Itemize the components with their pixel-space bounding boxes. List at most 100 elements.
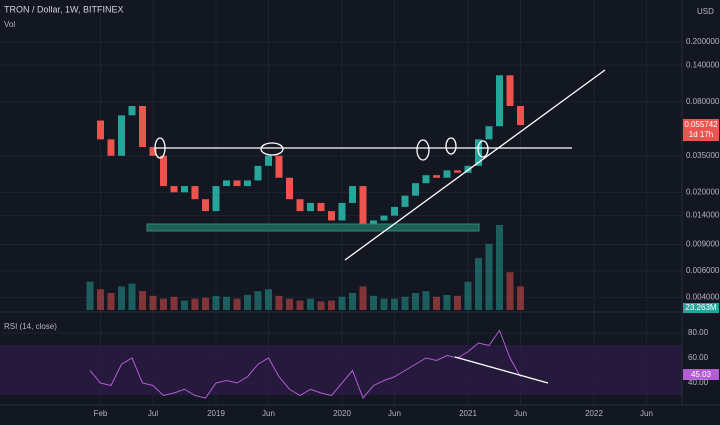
- volume-bar: [86, 281, 94, 310]
- candle: [160, 155, 167, 187]
- volume-bar: [485, 243, 493, 310]
- volume-bar: [149, 295, 157, 310]
- rsi-tag: [683, 369, 719, 380]
- rsi-trend-line: [454, 356, 549, 384]
- volume-bar: [97, 289, 104, 310]
- volume-bar: [517, 286, 524, 310]
- currency: USD: [697, 7, 714, 16]
- candle: [212, 186, 220, 212]
- volume-bar: [475, 258, 482, 310]
- volume-bar: [233, 298, 241, 310]
- volume-bar: [212, 295, 220, 310]
- volume-bar: [380, 298, 388, 310]
- volume-bar: [454, 295, 461, 310]
- candle: [496, 75, 503, 127]
- volume-bar: [223, 296, 230, 310]
- candle: [139, 105, 146, 148]
- x-tick-label: 2019: [207, 409, 225, 418]
- volume-bar: [275, 295, 283, 310]
- candle: [401, 195, 409, 207]
- rsi-band: [0, 345, 682, 395]
- last-price: 0.055742: [684, 120, 718, 129]
- y-tick-label: 0.014000: [686, 211, 720, 220]
- volume-bar: [286, 298, 293, 310]
- candle: [181, 186, 188, 193]
- y-tick-label: 0.200000: [686, 37, 720, 46]
- x-tick-label: Jul: [148, 409, 158, 418]
- volume-bar: [107, 293, 115, 310]
- candle: [170, 186, 178, 193]
- candle: [265, 155, 272, 166]
- volume-bar: [128, 283, 136, 310]
- candle: [244, 180, 251, 187]
- candle: [202, 199, 209, 212]
- candle: [454, 170, 461, 173]
- touch-ellipse: [445, 137, 457, 155]
- candle: [359, 186, 367, 232]
- rsi-tick-label: 80.00: [688, 328, 709, 337]
- volume-bar: [307, 298, 314, 310]
- candle: [107, 139, 115, 156]
- candle: [128, 105, 136, 116]
- touch-ellipse: [154, 137, 166, 159]
- volume-bar: [464, 281, 472, 310]
- candle: [422, 175, 430, 184]
- marks: [86, 75, 524, 399]
- y-tick-label: 0.006000: [686, 266, 720, 275]
- y-tick-label: 0.035000: [686, 151, 720, 160]
- candle: [433, 175, 440, 178]
- volume-bar: [370, 295, 377, 310]
- rsi-tick-label: 60.00: [688, 353, 709, 362]
- volume-bar: [496, 225, 503, 310]
- rsi-line: [89, 329, 521, 399]
- x-tick-label: Jun: [388, 409, 401, 418]
- y-tick-label: 0.009000: [686, 240, 720, 249]
- volume-bar: [296, 300, 304, 310]
- touch-ellipse: [260, 142, 284, 156]
- candle: [338, 202, 346, 221]
- volume-bar: [412, 293, 419, 310]
- touch-ellipse: [416, 139, 430, 161]
- candle: [506, 75, 514, 106]
- candle: [349, 186, 356, 203]
- y-tick-label: 0.004000: [686, 293, 720, 302]
- volume-bar: [170, 296, 178, 310]
- volume-tag: [683, 303, 719, 313]
- rsi-tick-label: 40.00: [688, 378, 709, 387]
- candle: [485, 126, 493, 140]
- x-tick-label: Feb: [94, 409, 108, 418]
- x-tick-label: Jun: [640, 409, 653, 418]
- candle: [254, 165, 262, 181]
- candle: [275, 155, 283, 178]
- x-tick-label: 2022: [585, 409, 603, 418]
- countdown: 1d 17h: [689, 130, 713, 139]
- volume-bar: [317, 301, 325, 310]
- volume-bar: [139, 291, 146, 310]
- volume-bar: [349, 293, 356, 310]
- volume-bar: [328, 300, 335, 310]
- volume-bar: [181, 300, 188, 310]
- x-tick-label: Jun: [262, 409, 275, 418]
- candle: [380, 215, 388, 221]
- trend-line: [344, 69, 606, 261]
- x-tick-label: Jun: [514, 409, 527, 418]
- volume-bar: [422, 291, 430, 310]
- volume-bar: [244, 294, 251, 310]
- rsi-title: RSI (14, close): [4, 322, 57, 331]
- volume-bar: [338, 296, 346, 310]
- candle: [517, 105, 524, 126]
- volume-bar: [443, 294, 451, 310]
- candle: [191, 186, 199, 200]
- x-tick-label: 2021: [459, 409, 477, 418]
- volume-bar: [401, 296, 409, 310]
- candle: [307, 202, 314, 212]
- candle: [233, 180, 241, 187]
- volume-bar: [506, 272, 514, 310]
- volume-bar: [191, 298, 199, 310]
- support-zone: [146, 223, 480, 232]
- candle: [223, 180, 230, 187]
- y-tick-label: 0.140000: [686, 60, 720, 69]
- candle: [443, 170, 451, 178]
- volume-bar: [391, 298, 398, 310]
